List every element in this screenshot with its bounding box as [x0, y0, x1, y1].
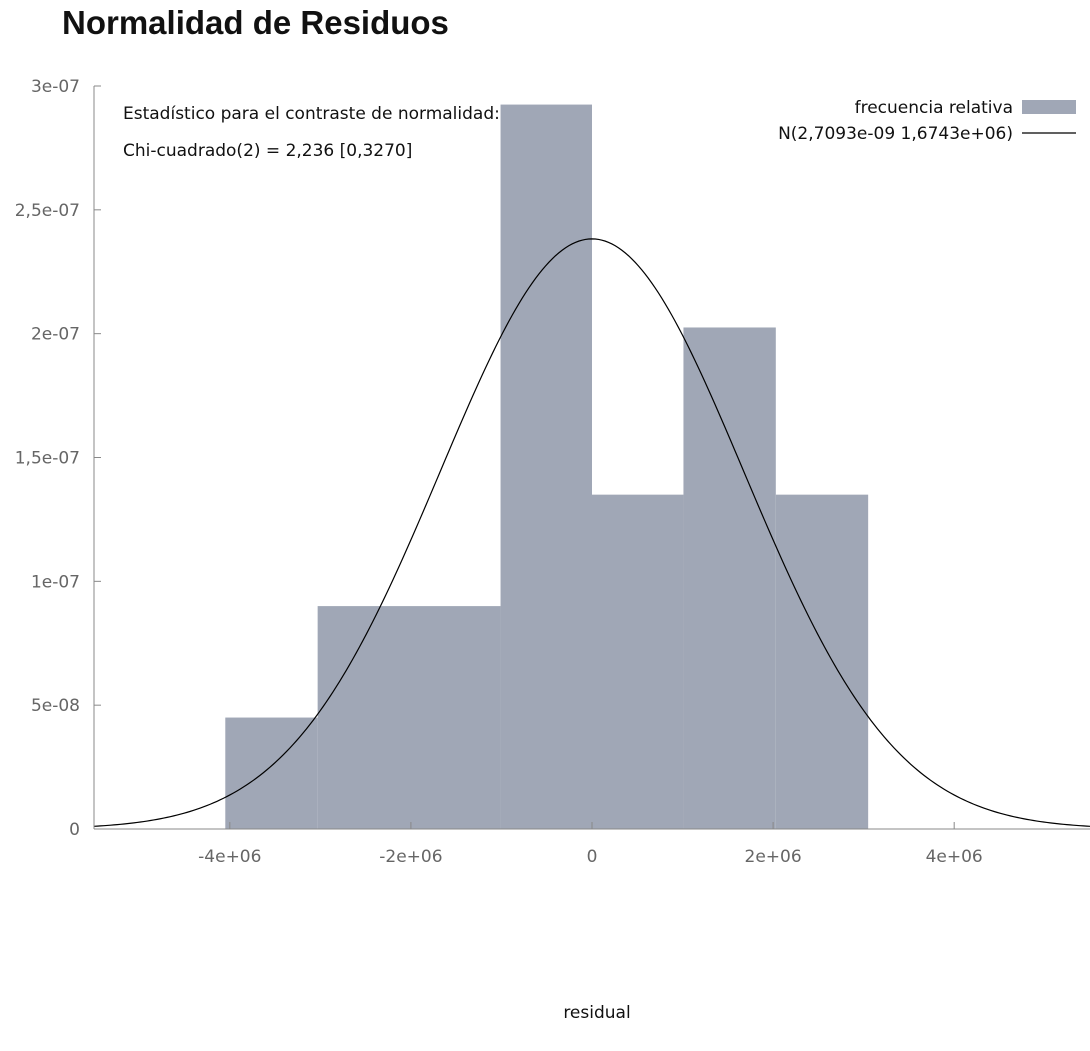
- x-axis-title: residual: [563, 1003, 630, 1023]
- x-tick-label: 4e+06: [926, 847, 983, 867]
- histogram-bar-4: [592, 494, 684, 829]
- legend-swatch-histogram: [1022, 100, 1076, 114]
- legend-label-normal-curve: N(2,7093e-09 1,6743e+06): [778, 124, 1013, 144]
- x-tick-label: 2e+06: [745, 847, 802, 867]
- histogram-bar-3: [500, 104, 592, 829]
- legend-label-histogram: frecuencia relativa: [855, 98, 1013, 118]
- normal-curve-line: [93, 238, 1090, 827]
- x-tick-label: -2e+06: [379, 847, 442, 867]
- y-ticks: 0 5e-08 1e-07 1,5e-07 2e-07 2,5e-07 3e-07: [15, 77, 101, 840]
- y-tick-label: 1,5e-07: [15, 449, 80, 469]
- y-tick-label: 3e-07: [31, 77, 80, 97]
- histogram-bar-5: [683, 327, 776, 829]
- x-tick-label: -4e+06: [198, 847, 261, 867]
- page-title: Normalidad de Residuos: [62, 4, 449, 41]
- y-tick-label: 0: [69, 820, 80, 840]
- normality-test-label: Estadístico para el contraste de normali…: [123, 104, 500, 124]
- y-tick-label: 1e-07: [31, 572, 80, 592]
- y-tick-label: 2,5e-07: [15, 201, 80, 221]
- histogram-bar-1: [225, 717, 318, 829]
- legend: frecuencia relativa N(2,7093e-09 1,6743e…: [778, 98, 1076, 144]
- y-tick-label: 2e-07: [31, 325, 80, 345]
- y-tick-label: 5e-08: [31, 696, 80, 716]
- histogram-bar-2: [317, 606, 501, 829]
- x-tick-label: 0: [587, 847, 598, 867]
- histogram-bar-6: [775, 494, 869, 829]
- histogram-bars: [225, 104, 869, 829]
- x-ticks: -4e+06 -2e+06 0 2e+06 4e+06: [198, 822, 983, 867]
- chi-square-result: Chi-cuadrado(2) = 2,236 [0,3270]: [123, 141, 412, 161]
